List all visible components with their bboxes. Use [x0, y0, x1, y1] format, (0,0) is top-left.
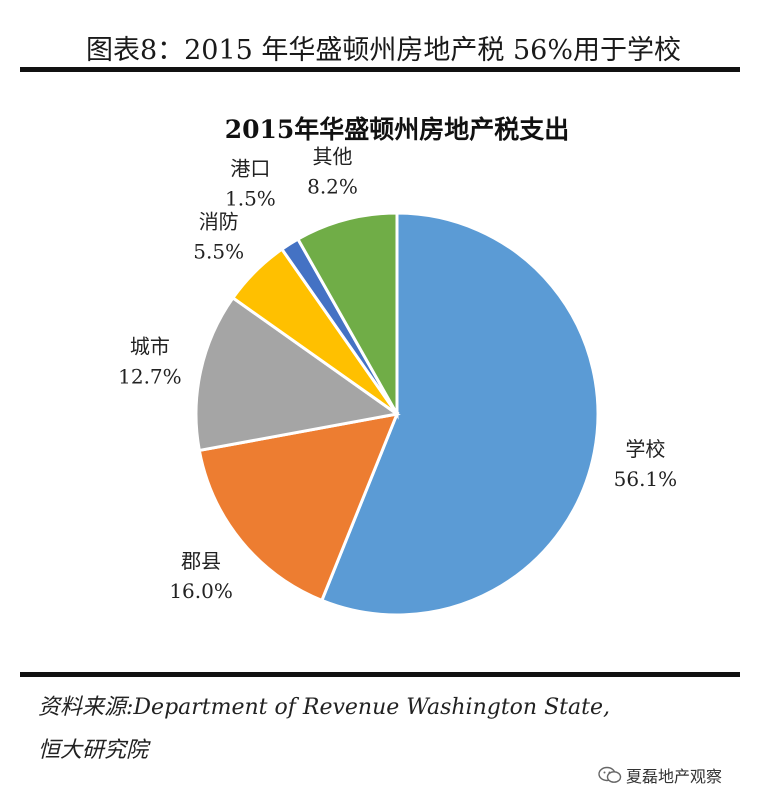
source-line-1: 资料来源:Department of Revenue Washington St…	[38, 695, 610, 720]
slice-label-name-0: 学校	[625, 437, 665, 461]
slice-label-name-2: 城市	[130, 335, 170, 359]
pie-chart: 2015年华盛顿州房地产税支出 学校 56.1% 郡县 16.0% 城市 12.7% 消防 5…	[118, 115, 678, 617]
chart-title: 2015年华盛顿州房地产税支出	[225, 115, 570, 144]
slice-label-name-1: 郡县	[181, 549, 221, 573]
bottom-rule	[20, 672, 740, 677]
figure-title: 图表8：2015 年华盛顿州房地产税 56%用于学校	[85, 35, 682, 66]
slice-label-value-3: 5.5%	[193, 240, 244, 264]
top-rule	[20, 67, 740, 72]
slice-label-value-4: 1.5%	[225, 186, 276, 210]
pie-slice-1	[197, 412, 400, 603]
pie-slice-2	[194, 295, 401, 453]
slice-label-name-3: 消防	[199, 210, 239, 234]
pie-slice-0	[319, 211, 600, 617]
source-note: 资料来源:Department of Revenue Washington St…	[38, 686, 748, 772]
slice-label-value-0: 56.1%	[614, 467, 678, 491]
pie-slice-5	[295, 211, 399, 420]
watermark: 夏磊地产观察	[598, 763, 722, 787]
slice-label-value-1: 16.0%	[169, 579, 233, 603]
watermark-text: 夏磊地产观察	[626, 767, 723, 786]
slice-label-value-2: 12.7%	[118, 365, 182, 389]
wechat-icon	[598, 766, 622, 783]
slice-label-name-5: 其他	[313, 144, 353, 168]
source-line-2: 恒大研究院	[38, 738, 149, 763]
slice-label-value-5: 8.2%	[307, 174, 358, 198]
slice-label-name-4: 港口	[230, 156, 270, 180]
